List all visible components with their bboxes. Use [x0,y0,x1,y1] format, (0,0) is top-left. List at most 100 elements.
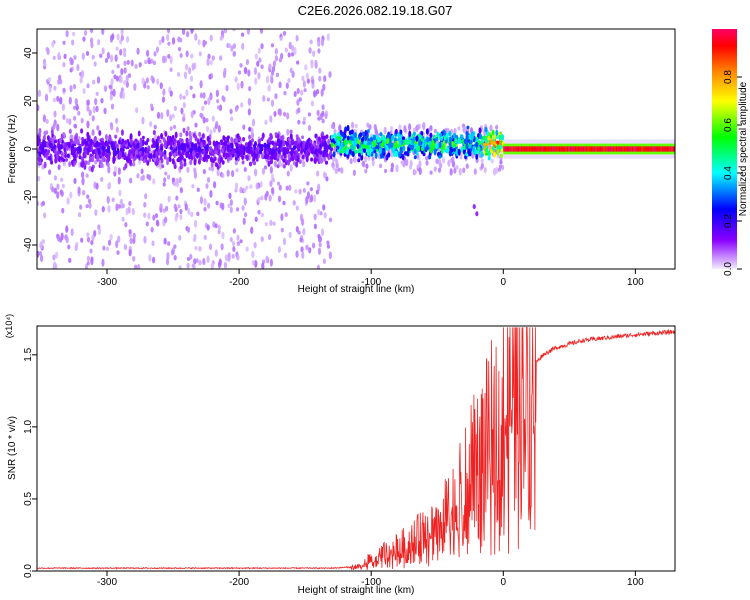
spectrogram-cell [515,146,519,152]
spectrogram-cell [197,39,201,46]
spectrogram-cell [451,141,455,146]
spectrogram-cell [189,85,193,90]
spectrogram-cell [245,155,249,160]
spectrogram-cell [185,130,189,137]
spectrogram-cell [549,146,552,152]
spectrogram-cell [219,139,223,144]
spectrogram-cell [186,262,190,269]
spectrogram-cell [365,145,369,150]
spectrogram-cell [174,131,178,139]
spectrogram-cell [480,162,484,169]
spectrogram-cell [219,35,223,41]
spectrogram-cell [73,160,77,166]
spectrogram-cell [178,234,182,241]
spectrogram-cell [275,72,280,78]
spectrogram-cell [539,146,543,152]
spectrogram-cell [191,263,195,268]
spectrogram-cell [260,137,264,142]
spectrogram-cell [317,40,321,47]
spectrogram-cell [638,146,641,152]
spectrogram-cell [99,53,103,58]
spectrogram-cell [123,67,127,74]
spectrogram-cell [300,217,305,226]
spectrogram-cell [103,107,107,115]
spectrogram-cell [547,146,551,152]
spectrogram-cell [317,233,321,239]
spectrogram-cell [236,82,240,91]
spectrogram-cell [91,54,95,60]
spectrogram-cell [236,150,240,155]
spectrogram-cell [483,166,487,174]
spectrogram-cell [588,146,592,152]
spectrogram-cell [282,111,287,117]
spectrogram-cell [69,138,73,143]
spectrogram-cell [448,130,452,137]
spectrogram-cell [166,174,171,180]
spectrogram-cell [265,190,269,197]
spectrogram-cell [135,107,139,114]
spectrogram-cell [305,244,309,251]
spectrogram-cell [80,156,84,161]
spectrogram-cell [296,87,300,95]
spectrogram-cell [435,137,439,142]
spectrogram-cell [269,166,273,174]
spectrogram-cell [273,160,277,168]
spectrogram-cell [181,149,185,156]
spectrogram-cell [468,134,472,140]
spectrogram-cell [112,156,116,163]
spectrogram-cell [115,75,120,82]
spectrogram-cell [457,126,461,131]
spectrogram-cell [186,31,190,38]
spectrogram-cell [237,70,242,75]
spectrogram-cell [185,89,189,97]
spectrogram-cell [145,77,149,84]
spectrogram-cell [120,129,124,136]
spectrogram-cell [52,97,56,103]
spectrogram-cell [268,194,272,202]
spectrogram-cell [222,135,226,141]
spectrogram-cell [325,134,329,139]
spectrogram-cell [47,77,52,82]
spectrogram-cell [216,105,221,110]
spectrogram-cell [536,146,540,152]
spectrogram-cell [585,146,589,152]
spectrogram-cell [284,47,288,53]
spectrogram-cell [120,147,124,153]
spectrogram-cell [169,126,173,132]
spectrogram-cell [175,195,179,201]
spectrogram-cell [611,146,614,152]
spectrogram-cell [72,115,77,121]
spectrogram-cell [179,93,183,100]
spectrogram-cell [244,142,248,148]
spectrogram-y-tick-label: 0 [23,146,34,152]
spectrogram-cell [52,55,56,60]
spectrogram-y-label: Frequency (Hz) [7,115,18,184]
spectrogram-cell [73,177,77,184]
spectrogram-cell [503,146,506,152]
spectrogram-cell [496,144,500,149]
spectrogram-cell [53,139,57,144]
spectrogram-cell [104,133,108,141]
spectrogram-cell [448,136,452,144]
spectrogram-cell [39,241,43,250]
spectrogram-cell [590,146,594,152]
spectrogram-cell [121,203,125,209]
spectrogram-cell [381,149,385,154]
spectrogram-cell [458,167,462,176]
spectrogram-cell [135,149,139,156]
snr-panel: -300 -200 -100 0 100 0.0 0.5 1.0 1.5 (x10⁴) Hei… [4,314,676,596]
spectrogram-cell [554,146,557,152]
spectrogram-cell [152,178,156,185]
spectrogram-cell [81,136,85,142]
spectrogram-cell [318,143,322,149]
spectrogram-cell [381,135,385,141]
spectrogram-cell [119,151,123,158]
spectrogram-cell [247,97,252,106]
spectrogram-cell [151,240,155,247]
spectrogram-cell [525,146,529,152]
spectrogram-cell [62,40,66,45]
spectrogram-cell [593,146,597,152]
spectrogram-cell [260,43,264,50]
spectrogram-cell [190,53,194,59]
